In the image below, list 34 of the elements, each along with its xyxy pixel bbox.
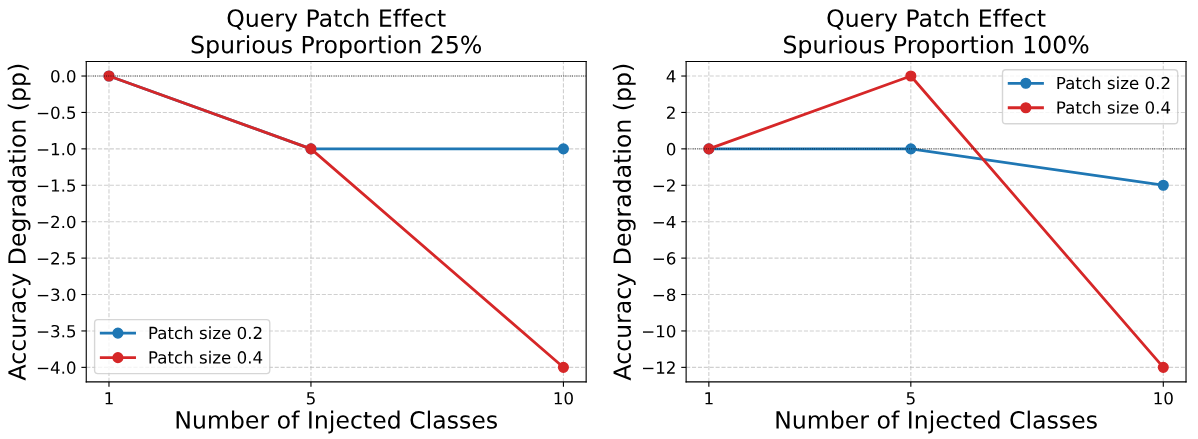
y-tick-label: −4.0 bbox=[37, 361, 76, 374]
x-tick-label: 1 bbox=[105, 392, 113, 405]
y-tick-label: −10 bbox=[643, 324, 676, 338]
y-axis-title: Accuracy Degradation (pp) bbox=[7, 64, 31, 381]
x-tick-label: 10 bbox=[1154, 391, 1173, 405]
y-tick-label: −3.0 bbox=[37, 288, 76, 302]
x-tick-label: 10 bbox=[554, 391, 573, 405]
y-tick-label: 4 bbox=[666, 70, 676, 83]
legend-label: Patch size 0.2 bbox=[149, 326, 262, 340]
x-tick-label: 5 bbox=[306, 392, 315, 405]
y-tick-label: −3.5 bbox=[37, 324, 76, 338]
legend-label: Patch size 0.4 bbox=[1057, 100, 1171, 114]
y-tick-label: −1.0 bbox=[37, 142, 76, 156]
y-tick-label: −6 bbox=[653, 252, 676, 265]
x-axis-title: Number of Injected Classes bbox=[176, 410, 497, 434]
y-tick-label: −2 bbox=[653, 179, 675, 192]
y-axis-title: Accuracy Degradation (pp) bbox=[612, 64, 636, 381]
y-tick-label: 0.0 bbox=[51, 69, 76, 83]
legend-label: Patch size 0.4 bbox=[149, 350, 263, 364]
y-tick-label: −0.5 bbox=[37, 106, 76, 120]
y-tick-label: −8 bbox=[653, 288, 676, 302]
chart-title: Query Patch Effect Spurious Proportion 100% bbox=[784, 8, 1089, 59]
y-tick-label: −2.5 bbox=[37, 252, 76, 265]
y-tick-label: −4 bbox=[653, 215, 676, 229]
y-tick-label: −12 bbox=[643, 361, 675, 374]
y-tick-label: 0 bbox=[666, 142, 676, 156]
chart-title: Query Patch Effect Spurious Proportion 25% bbox=[191, 8, 482, 59]
y-tick-label: −1.5 bbox=[37, 179, 76, 192]
x-tick-label: 5 bbox=[906, 392, 915, 405]
x-axis-title: Number of Injected Classes bbox=[776, 410, 1097, 434]
legend-label: Patch size 0.2 bbox=[1057, 76, 1170, 90]
y-tick-label: −2.0 bbox=[37, 215, 76, 229]
x-tick-label: 1 bbox=[705, 392, 713, 405]
y-tick-label: 2 bbox=[667, 106, 675, 119]
